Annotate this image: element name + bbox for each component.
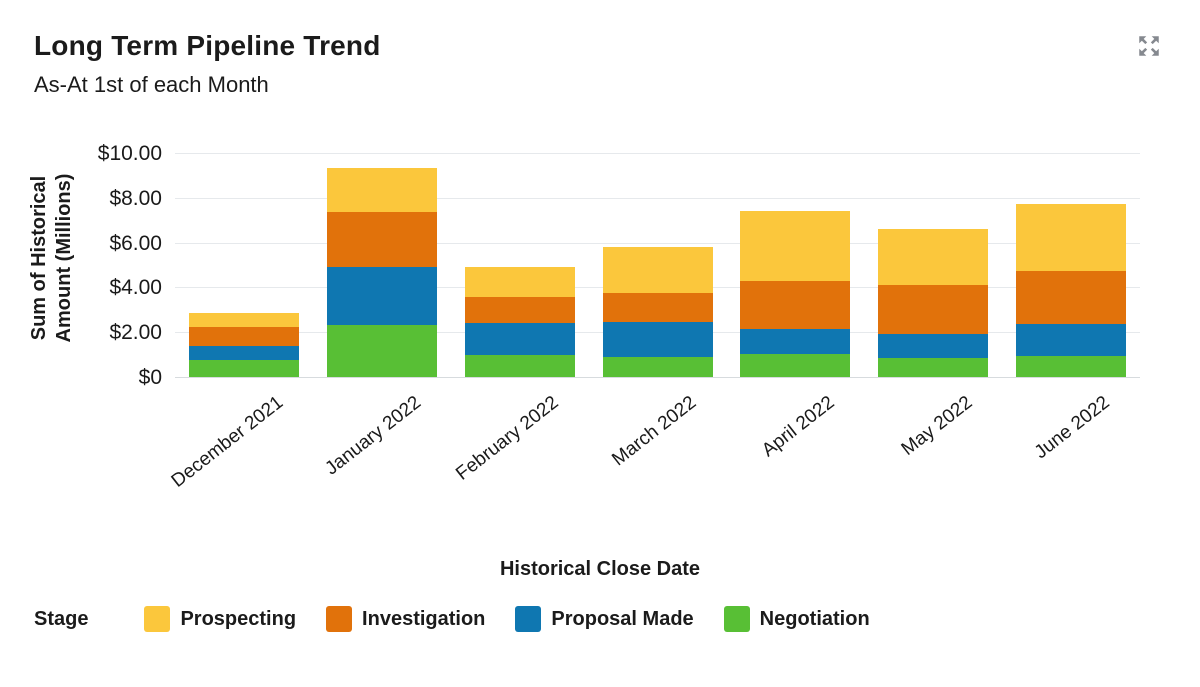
bar-december-2021 xyxy=(188,313,299,377)
bar-segment-negotiation[interactable] xyxy=(188,360,299,377)
bar-segment-investigation[interactable] xyxy=(740,280,851,330)
bar-segment-proposal-made[interactable] xyxy=(464,323,575,356)
y-tick-label-$10.00: $10.00 xyxy=(97,142,162,166)
y-tick-label-$2.00: $2.00 xyxy=(109,321,162,345)
bar-segment-prospecting[interactable] xyxy=(188,313,299,328)
y-tick-label-$6.00: $6.00 xyxy=(109,231,162,255)
bar-february-2022 xyxy=(464,267,575,377)
bar-segment-investigation[interactable] xyxy=(464,297,575,324)
legend-item-investigation[interactable]: Investigation xyxy=(326,606,485,632)
legend-title: Stage xyxy=(34,607,89,630)
bar-segment-negotiation[interactable] xyxy=(326,324,437,377)
y-tick-label-$4.00: $4.00 xyxy=(109,276,162,300)
bar-segment-prospecting[interactable] xyxy=(878,229,989,286)
bar-march-2022 xyxy=(602,246,713,377)
bar-segment-investigation[interactable] xyxy=(602,292,713,323)
x-axis-title: Historical Close Date xyxy=(499,558,701,580)
bar-segment-proposal-made[interactable] xyxy=(740,329,851,354)
legend-label: Negotiation xyxy=(759,607,870,630)
legend-swatch-prospecting xyxy=(144,606,171,632)
bar-segment-investigation[interactable] xyxy=(1016,271,1127,324)
legend-item-proposal-made[interactable]: Proposal Made xyxy=(515,606,694,632)
legend-swatch-negotiation xyxy=(723,606,750,632)
bar-segment-investigation[interactable] xyxy=(878,285,989,335)
bar-segment-proposal-made[interactable] xyxy=(326,267,437,325)
bar-segment-proposal-made[interactable] xyxy=(188,345,299,360)
bar-april-2022 xyxy=(740,210,851,377)
bar-segment-prospecting[interactable] xyxy=(326,168,437,212)
gridline-10 xyxy=(175,153,1140,155)
gridline-8 xyxy=(175,197,1140,199)
bar-january-2022 xyxy=(326,168,437,377)
legend-item-negotiation[interactable]: Negotiation xyxy=(723,606,870,632)
bar-june-2022 xyxy=(1016,203,1127,377)
chart-title: Long Term Pipeline Trend xyxy=(34,30,381,61)
expand-arrows-icon[interactable] xyxy=(1136,33,1162,59)
bar-segment-prospecting[interactable] xyxy=(1016,203,1127,272)
bar-segment-prospecting[interactable] xyxy=(740,210,851,281)
bar-segment-prospecting[interactable] xyxy=(602,246,713,293)
bar-segment-negotiation[interactable] xyxy=(740,353,851,377)
bar-may-2022 xyxy=(878,229,989,377)
y-tick-label-$0: $0 xyxy=(138,366,162,389)
legend: Stage Prospecting Investigation Proposal M… xyxy=(34,606,900,632)
legend-swatch-proposal-made xyxy=(515,606,542,632)
gridline-6 xyxy=(175,242,1140,244)
legend-swatch-investigation xyxy=(326,606,353,632)
legend-item-prospecting[interactable]: Prospecting xyxy=(144,606,296,632)
bar-segment-negotiation[interactable] xyxy=(602,357,713,377)
bar-segment-prospecting[interactable] xyxy=(464,267,575,298)
bar-segment-negotiation[interactable] xyxy=(1016,355,1127,377)
legend-label: Prospecting xyxy=(180,607,297,630)
legend-label: Investigation xyxy=(362,607,486,630)
bar-segment-negotiation[interactable] xyxy=(464,355,575,377)
bar-segment-proposal-made[interactable] xyxy=(1016,323,1127,356)
bar-segment-investigation[interactable] xyxy=(326,211,437,268)
bar-segment-proposal-made[interactable] xyxy=(602,322,713,358)
y-tick-label-$8.00: $8.00 xyxy=(109,186,162,210)
legend-label: Proposal Made xyxy=(551,607,694,630)
plot-area xyxy=(175,143,1140,378)
bar-segment-negotiation[interactable] xyxy=(878,358,989,377)
chart-subtitle: As-At 1st of each Month xyxy=(34,72,269,97)
bar-segment-investigation[interactable] xyxy=(188,327,299,346)
bar-segment-proposal-made[interactable] xyxy=(878,334,989,359)
